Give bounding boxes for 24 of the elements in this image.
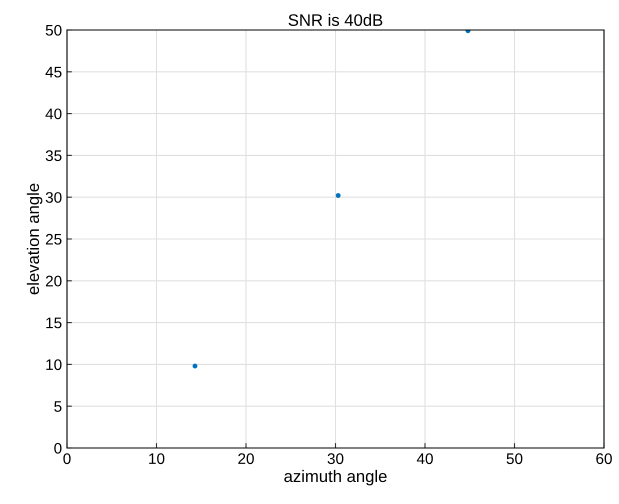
y-tick-label: 40 bbox=[46, 108, 62, 120]
x-tick-label: 50 bbox=[506, 453, 522, 464]
y-tick-label: 20 bbox=[46, 276, 62, 286]
x-tick-label: 30 bbox=[328, 453, 344, 464]
x-tick-label: 10 bbox=[149, 453, 164, 464]
y-tick-label: 35 bbox=[46, 150, 62, 162]
x-tick-label: 40 bbox=[416, 453, 433, 464]
y-tick-label: 30 bbox=[46, 192, 62, 203]
x-axis-title: azimuth angle bbox=[284, 470, 387, 486]
y-axis-title: elevation angle bbox=[26, 184, 42, 294]
y-tick-label: 10 bbox=[46, 359, 62, 370]
y-tick-label: 25 bbox=[46, 234, 62, 245]
x-tick-label: 60 bbox=[596, 453, 612, 464]
chart-title: SNR is 40dB bbox=[288, 14, 382, 26]
y-tick-label: 0 bbox=[54, 442, 62, 454]
point bbox=[466, 30, 470, 34]
y-tick-label: 5 bbox=[54, 401, 62, 412]
x-tick-label: 20 bbox=[238, 453, 254, 464]
x-tick-label: 0 bbox=[63, 453, 71, 464]
y-tick-label: 50 bbox=[46, 24, 62, 36]
point bbox=[336, 193, 341, 198]
y-tick-label: 45 bbox=[46, 66, 62, 78]
y-tick-label: 15 bbox=[46, 318, 62, 328]
point bbox=[192, 364, 198, 369]
